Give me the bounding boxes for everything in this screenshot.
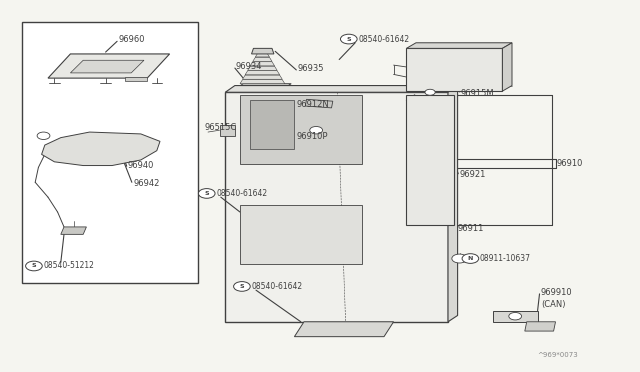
Text: 96910P: 96910P xyxy=(296,132,328,141)
Polygon shape xyxy=(240,80,285,84)
Text: S: S xyxy=(204,191,209,196)
Text: 96921: 96921 xyxy=(460,170,486,179)
Polygon shape xyxy=(61,227,86,234)
Polygon shape xyxy=(253,57,272,61)
Polygon shape xyxy=(294,322,394,337)
Polygon shape xyxy=(250,100,294,149)
Circle shape xyxy=(26,261,42,271)
Polygon shape xyxy=(70,60,144,73)
Text: 08911-10637: 08911-10637 xyxy=(480,254,531,263)
Circle shape xyxy=(462,254,479,263)
Text: S: S xyxy=(239,284,244,289)
Polygon shape xyxy=(248,66,277,70)
Polygon shape xyxy=(240,205,362,264)
Polygon shape xyxy=(240,95,362,164)
Text: 969910: 969910 xyxy=(541,288,572,296)
Circle shape xyxy=(425,89,435,95)
Polygon shape xyxy=(305,99,333,108)
Text: 96960: 96960 xyxy=(118,35,145,44)
Polygon shape xyxy=(406,48,502,91)
Text: S: S xyxy=(346,36,351,42)
Circle shape xyxy=(198,189,215,198)
Polygon shape xyxy=(250,62,275,66)
Polygon shape xyxy=(406,95,454,225)
Text: 96910: 96910 xyxy=(557,159,583,168)
Text: 96934: 96934 xyxy=(236,62,262,71)
Text: 96915M: 96915M xyxy=(461,89,495,97)
Text: 96940: 96940 xyxy=(128,161,154,170)
Text: 96515C: 96515C xyxy=(205,123,237,132)
Polygon shape xyxy=(220,125,235,136)
Polygon shape xyxy=(502,43,512,91)
Polygon shape xyxy=(125,77,147,81)
Polygon shape xyxy=(225,86,458,92)
Polygon shape xyxy=(406,43,512,48)
Polygon shape xyxy=(448,86,458,322)
Polygon shape xyxy=(42,132,160,166)
Text: 96911: 96911 xyxy=(458,224,484,233)
Polygon shape xyxy=(525,322,556,331)
Circle shape xyxy=(340,34,357,44)
Polygon shape xyxy=(243,75,282,79)
Text: 08540-51212: 08540-51212 xyxy=(44,262,94,270)
Text: N: N xyxy=(468,256,473,261)
Polygon shape xyxy=(234,84,291,90)
Text: 96942: 96942 xyxy=(133,179,159,187)
Text: 96912N: 96912N xyxy=(296,100,329,109)
Polygon shape xyxy=(255,53,269,57)
Text: (CAN): (CAN) xyxy=(541,300,565,309)
Text: 96935: 96935 xyxy=(298,64,324,73)
Text: 08540-61642: 08540-61642 xyxy=(252,282,303,291)
Circle shape xyxy=(509,312,522,320)
Text: 08540-61642: 08540-61642 xyxy=(358,35,410,44)
Text: ^969*0073: ^969*0073 xyxy=(538,352,579,358)
Polygon shape xyxy=(252,48,274,54)
Polygon shape xyxy=(225,92,448,322)
Polygon shape xyxy=(48,54,170,78)
Circle shape xyxy=(310,126,323,134)
FancyBboxPatch shape xyxy=(22,22,198,283)
Polygon shape xyxy=(493,311,538,322)
Text: 08540-61642: 08540-61642 xyxy=(216,189,268,198)
Circle shape xyxy=(37,132,50,140)
Polygon shape xyxy=(245,71,280,75)
Circle shape xyxy=(452,254,467,263)
Circle shape xyxy=(234,282,250,291)
Text: S: S xyxy=(31,263,36,269)
